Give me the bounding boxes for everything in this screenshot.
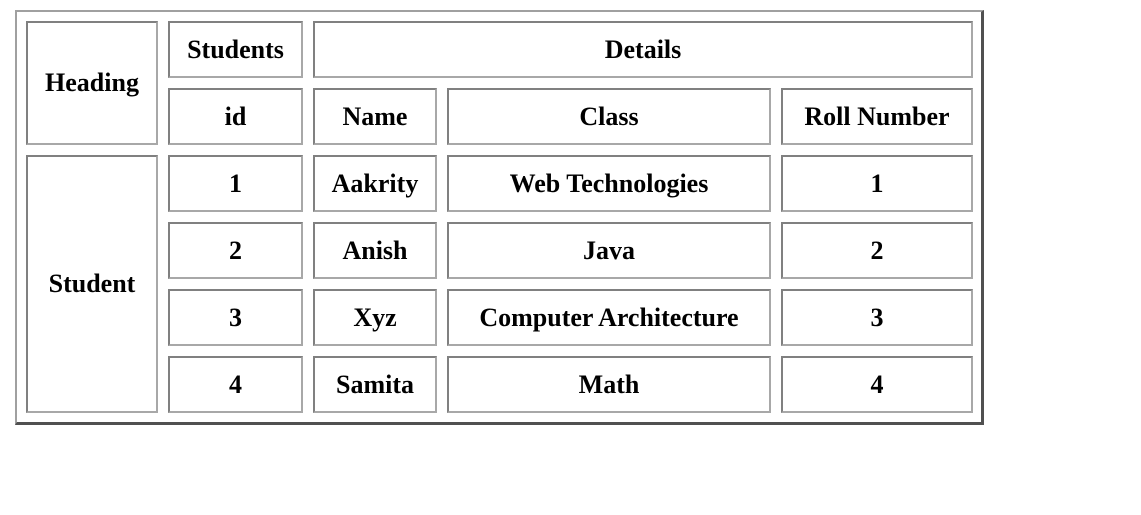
- table-row: 2 Anish Java 2: [26, 222, 973, 279]
- table-row: Student 1 Aakrity Web Technologies 1: [26, 155, 973, 413]
- cell-id: 4: [168, 356, 303, 413]
- students-group-header: Students: [168, 21, 303, 78]
- cell-roll-number: 4: [781, 356, 973, 413]
- cell-roll-number: 1: [781, 155, 973, 212]
- cell-name: Xyz: [313, 289, 437, 346]
- cell-id: 2: [168, 222, 303, 279]
- cell-roll-number: 2: [781, 222, 973, 279]
- cell-name: Samita: [313, 356, 437, 413]
- cell-id: 3: [168, 289, 303, 346]
- column-header-roll-number: Roll Number: [781, 88, 973, 145]
- cell-name: Anish: [313, 222, 437, 279]
- student-group-cell: Student: [26, 155, 158, 413]
- cell-class: Computer Architecture: [447, 289, 771, 346]
- table-row: 4 Samita Math 4: [26, 356, 973, 413]
- cell-name: Aakrity: [313, 155, 437, 212]
- column-header-class: Class: [447, 88, 771, 145]
- column-header-id: id: [168, 88, 303, 145]
- cell-class: Math: [447, 356, 771, 413]
- column-header-name: Name: [313, 88, 437, 145]
- students-table: Heading Students Details id Name Class R…: [16, 11, 983, 423]
- cell-roll-number: 3: [781, 289, 973, 346]
- table-frame: Heading Students Details id Name Class R…: [15, 10, 984, 425]
- header-row-columns: id Name Class Roll Number: [26, 88, 973, 145]
- cell-class: Web Technologies: [447, 155, 771, 212]
- cell-class: Java: [447, 222, 771, 279]
- cell-id: 1: [168, 155, 303, 212]
- details-group-header: Details: [313, 21, 973, 78]
- heading-cell: Heading: [26, 21, 158, 145]
- table-row: 3 Xyz Computer Architecture 3: [26, 289, 973, 346]
- header-row-group: Heading Students Details: [26, 21, 973, 145]
